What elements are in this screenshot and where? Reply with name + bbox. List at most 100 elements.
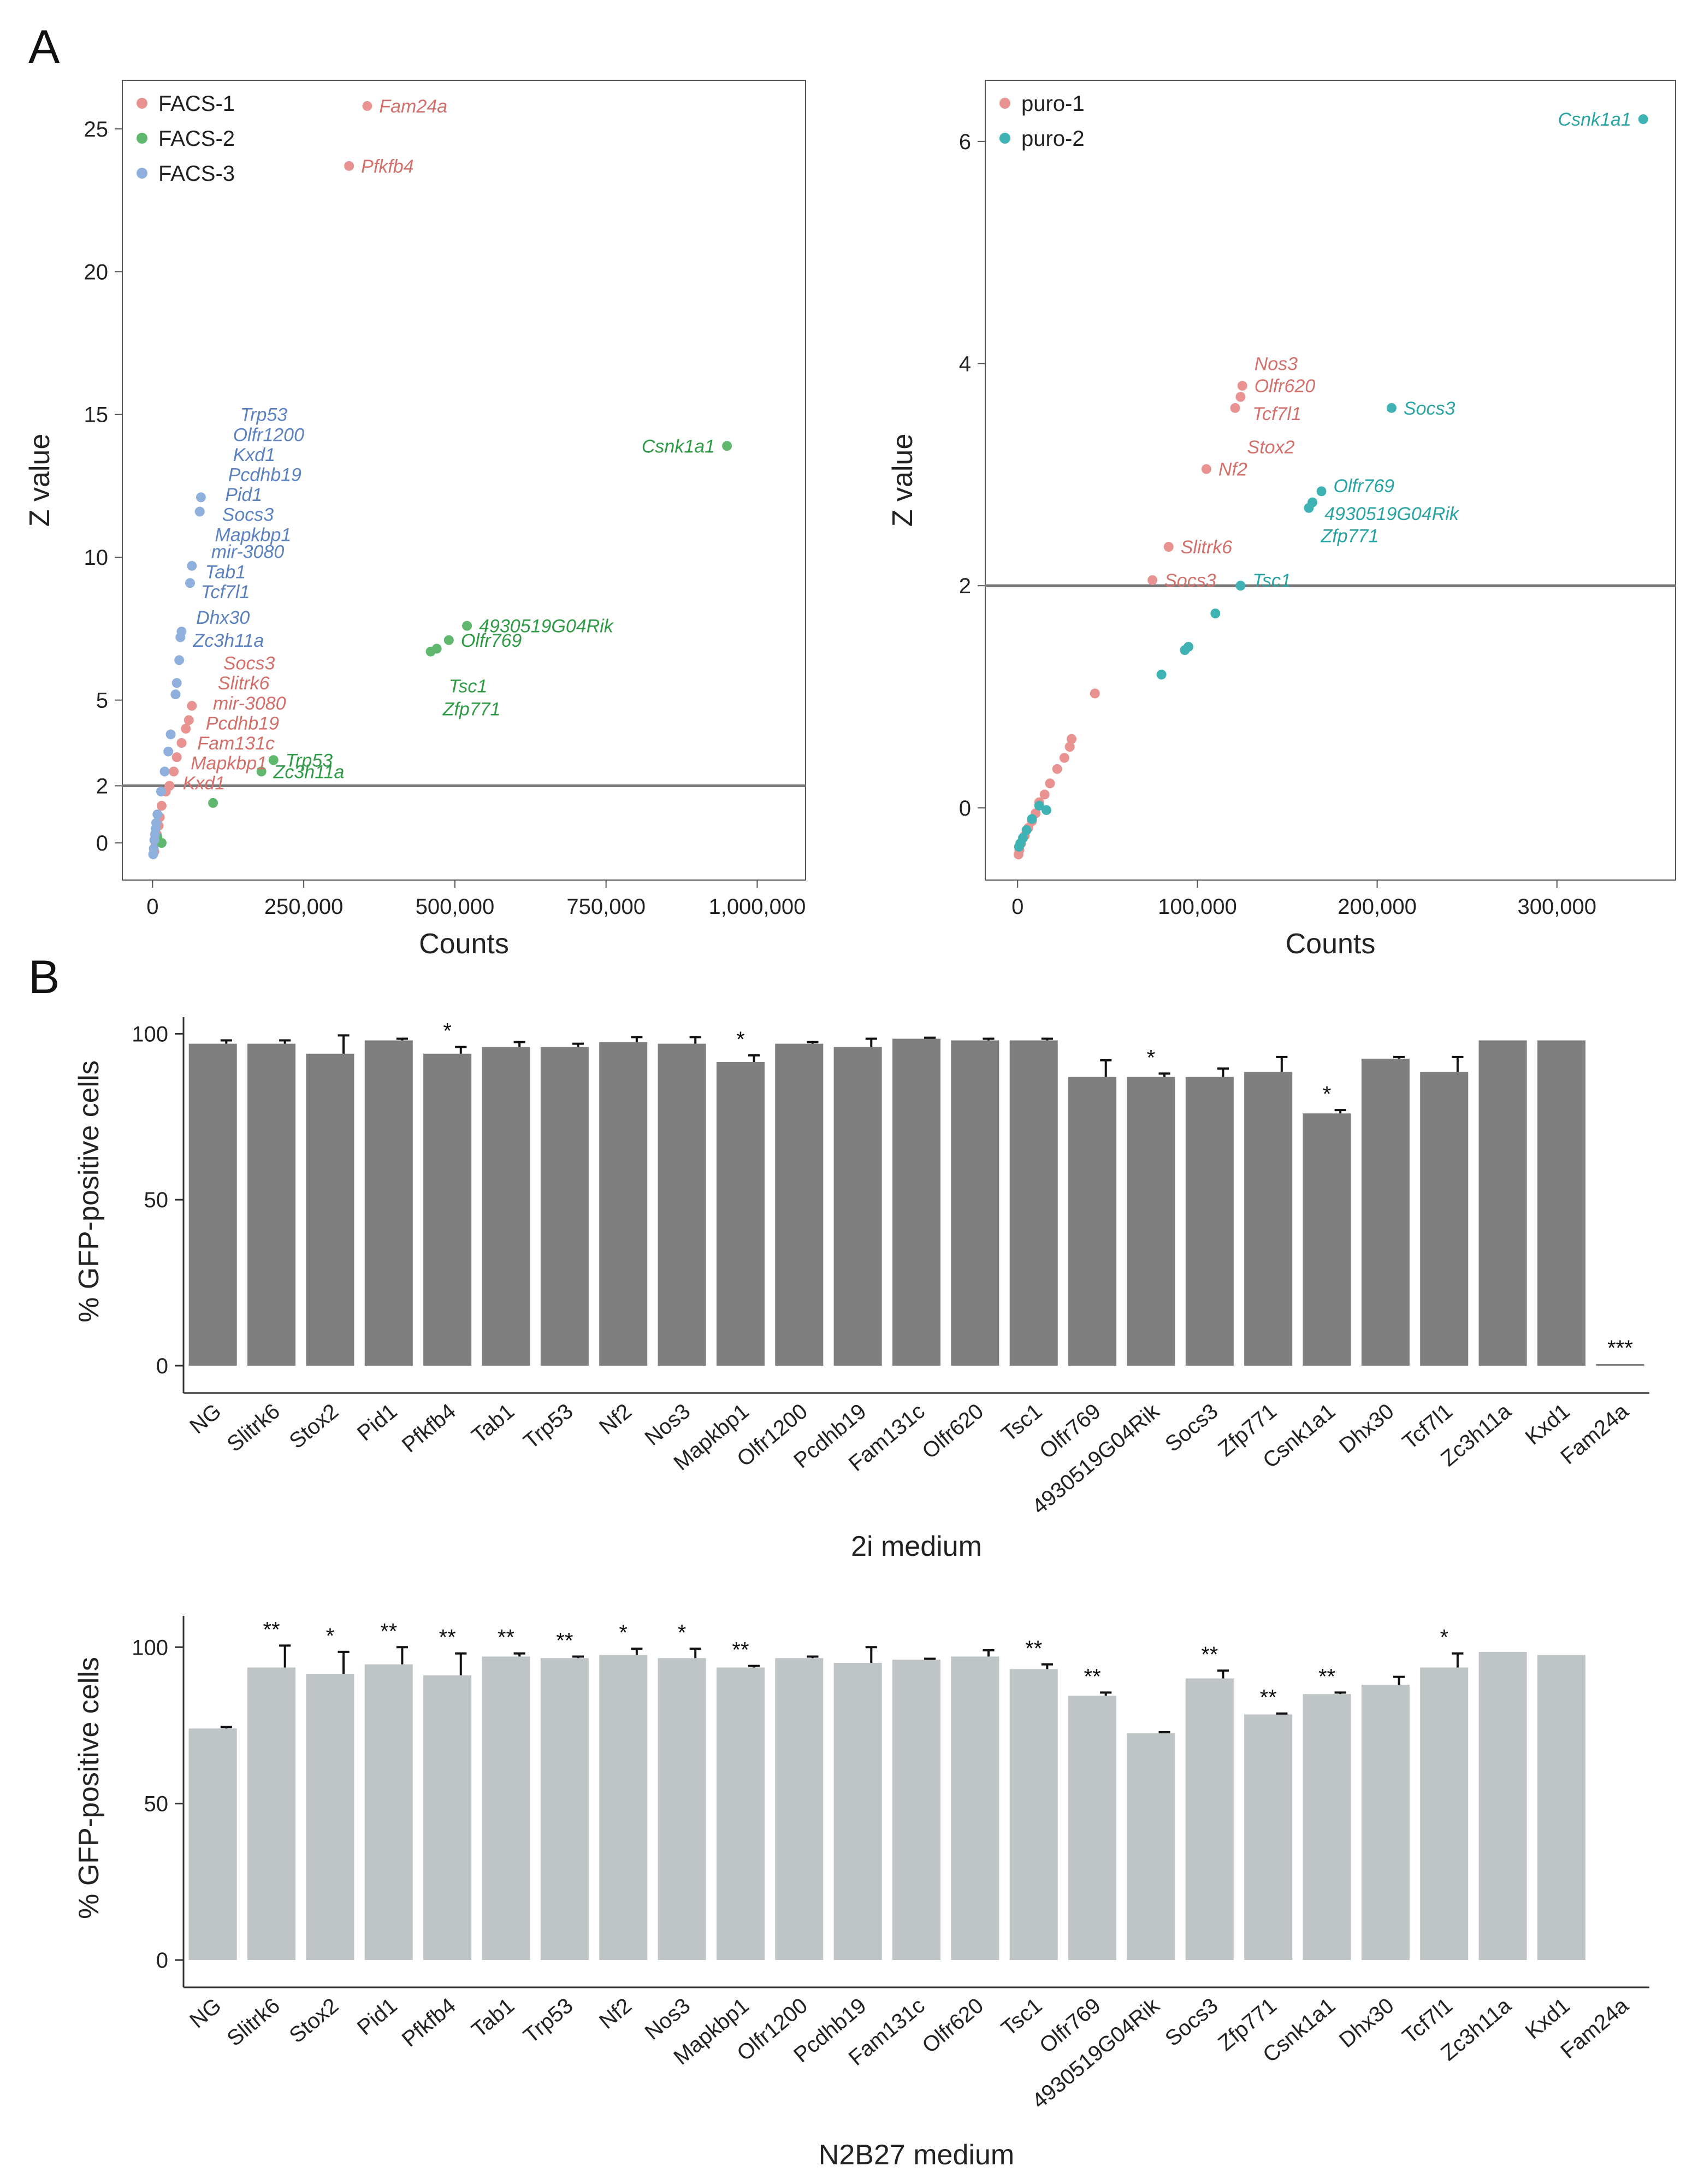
facs-point-facs-2 (443, 635, 454, 645)
facs-y-tick-label: 15 (84, 403, 109, 427)
puro-plot-frame (985, 80, 1676, 881)
facs-point-facs-2 (256, 766, 267, 777)
barN2B27-bar-4930519g04rik (1127, 1733, 1175, 1960)
facs-point-facs-1 (181, 723, 191, 734)
gene-label-tab1: Tab1 (205, 562, 246, 582)
gene-label-nos3: Nos3 (1255, 354, 1298, 375)
gene-label-4930519g04rik: 4930519G04Rik (1324, 504, 1460, 524)
facs-point-facs-3 (187, 560, 197, 571)
facs-point-facs-3 (148, 849, 158, 859)
facs-point-facs-3 (171, 678, 182, 688)
gene-label-trp53: Trp53 (240, 405, 287, 426)
gene-label-olfr769: Olfr769 (1334, 476, 1395, 497)
facs-point-facs-3 (151, 818, 161, 828)
bar2i-significance-csnk1a1: * (1323, 1082, 1332, 1106)
gene-label-pfkfb4: Pfkfb4 (361, 156, 413, 177)
barN2B27-bar-slitrk6 (247, 1667, 296, 1960)
facs-point-facs-3 (185, 578, 195, 588)
bar2i-bar-trp53 (540, 1047, 589, 1366)
gene-label-tcf7l1: Tcf7l1 (201, 582, 250, 603)
barN2B27-category-label-ng: NG (185, 1993, 226, 2033)
bar2i-category-label-ng: NG (185, 1399, 226, 1438)
barN2B27-category-label-tab1: Tab1 (468, 1993, 519, 2042)
puro-point-puro-2 (1034, 800, 1044, 811)
bar2i-category-label-slitrk6: Slitrk6 (222, 1399, 284, 1456)
bar2i-bar-zc3h11a (1478, 1040, 1527, 1366)
barN2B27-category-label-socs3: Socs3 (1161, 1993, 1222, 2051)
facs-point-facs-1 (171, 752, 182, 763)
puro-point-puro-1 (1237, 381, 1247, 391)
barN2B27-category-label-nf2: Nf2 (595, 1993, 636, 2034)
gene-label-mir-3080: mir-3080 (211, 542, 285, 563)
facs-point-facs-1 (156, 801, 167, 811)
gene-label-csnk1a1: Csnk1a1 (642, 436, 715, 457)
gene-label-olfr769: Olfr769 (461, 630, 522, 651)
facs-y-axis-label: Z value (24, 434, 56, 527)
gene-label-zc3h11a: Zc3h11a (193, 630, 264, 651)
barN2B27-bar-tsc1 (1009, 1669, 1058, 1960)
facs-point-facs-2 (425, 646, 436, 657)
barN2B27-significance-tcf7l1: * (1440, 1626, 1448, 1650)
barN2B27-bar-tcf7l1 (1420, 1667, 1469, 1960)
panel-letter-b: B (28, 951, 60, 1004)
puro-point-puro-1 (1052, 764, 1062, 774)
barN2B27-significance-trp53: ** (556, 1628, 573, 1652)
puro-y-tick-label: 0 (959, 796, 971, 821)
gene-label-slitrk6: Slitrk6 (218, 673, 270, 694)
puro-point-puro-1 (1147, 575, 1158, 585)
puro-point-puro-1 (1064, 742, 1075, 752)
bar2i-bar-pid1 (364, 1040, 413, 1366)
barN2B27-bar-pfkfb4 (423, 1675, 472, 1960)
puro-point-puro-1 (1045, 778, 1055, 789)
bar2i-y-axis-label: % GFP-positive cells (73, 1060, 105, 1323)
facs-x-tick-label: 0 (146, 895, 158, 919)
barN2B27-significance-slitrk6: ** (263, 1618, 280, 1642)
facs-legend-label-facs-1: FACS-1 (158, 92, 235, 116)
facs-x-axis-label: Counts (419, 928, 509, 960)
facs-legend-label-facs-2: FACS-2 (158, 127, 235, 151)
barN2B27-bar-pcdhb19 (833, 1662, 882, 1960)
facs-point-facs-1 (164, 781, 175, 791)
barN2B27-significance-csnk1a1: ** (1318, 1664, 1335, 1689)
puro-point-puro-2 (1021, 825, 1032, 835)
bar2i-bar-tcf7l1 (1420, 1072, 1469, 1366)
facs-point-facs-2 (462, 621, 472, 631)
puro-legend-label-puro-2: puro-2 (1021, 127, 1085, 151)
puro-point-puro-1 (1059, 753, 1069, 763)
bar2i-bar-4930519g04rik (1127, 1077, 1175, 1366)
puro-point-puro-1 (1039, 789, 1050, 800)
facs-point-facs-1 (176, 738, 187, 748)
bar2i-bar-nos3 (658, 1043, 706, 1366)
gene-label-socs3: Socs3 (1404, 398, 1455, 419)
bar2i-bar-olfr620 (951, 1040, 999, 1366)
barN2B27-bar-zfp771 (1244, 1714, 1293, 1960)
gene-label-pcdhb19: Pcdhb19 (206, 713, 279, 734)
facs-x-tick-label: 750,000 (566, 895, 646, 919)
barN2B27-bar-csnk1a1 (1303, 1694, 1351, 1960)
facs-point-facs-3 (165, 729, 176, 740)
barN2B27-bar-nos3 (658, 1658, 706, 1960)
bar2i-significance-pfkfb4: * (443, 1019, 452, 1043)
barN2B27-bar-socs3 (1185, 1678, 1234, 1960)
barN2B27-category-label-fam24a: Fam24a (1556, 1993, 1633, 2064)
facs-x-tick-label: 250,000 (264, 895, 344, 919)
barN2B27-bar-mapkbp1 (716, 1667, 765, 1960)
gene-label-pid1: Pid1 (225, 485, 262, 505)
facs-y-tick-label: 10 (84, 546, 109, 570)
gene-label-olfr620: Olfr620 (1255, 376, 1316, 397)
barN2B27-category-label-pid1: Pid1 (353, 1993, 402, 2040)
bar2i-bar-fam24a (1596, 1363, 1644, 1366)
puro-point-puro-1 (1163, 542, 1174, 552)
barN2B27-x-axis-label: N2B27 medium (819, 2139, 1014, 2171)
gene-label-socs3: Socs3 (223, 653, 275, 674)
facs-point-facs-3 (156, 786, 166, 796)
bar2i-category-label-dhx30: Dhx30 (1335, 1399, 1399, 1458)
gene-label-olfr1200: Olfr1200 (233, 424, 304, 445)
barN2B27-significance-pfkfb4: ** (439, 1626, 456, 1650)
bar2i-category-label-socs3: Socs3 (1161, 1399, 1222, 1456)
gene-label-kxd1: Kxd1 (183, 773, 226, 794)
bar2i-category-label-nf2: Nf2 (595, 1399, 636, 1439)
puro-x-axis-label: Counts (1286, 928, 1376, 960)
